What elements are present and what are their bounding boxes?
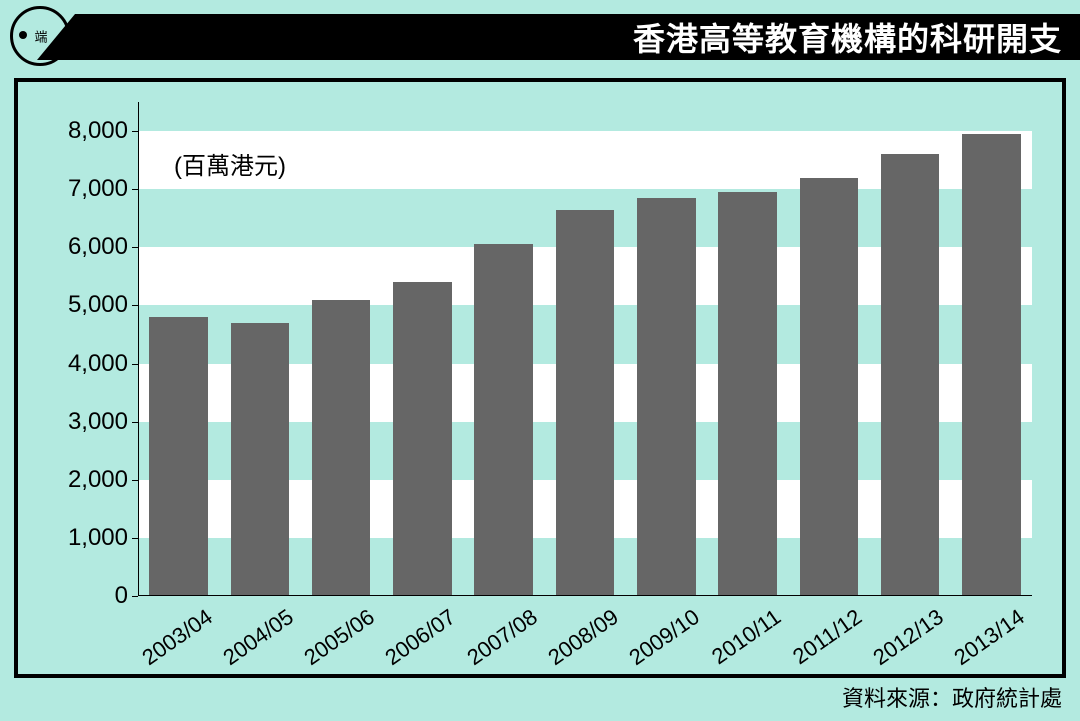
xtick-label: 2004/05 — [218, 604, 298, 671]
bar — [962, 134, 1021, 596]
xtick-label: 2013/14 — [950, 604, 1030, 671]
x-axis — [138, 595, 1032, 596]
bar — [393, 282, 452, 596]
source-citation: 資料來源：政府統計處 — [842, 681, 1062, 713]
ytick-label: 0 — [115, 582, 128, 610]
header-bar: 端 香港高等教育機構的科研開支 — [0, 0, 1080, 68]
ytick-label: 1,000 — [68, 524, 128, 552]
chart-plot-area: 01,0002,0003,0004,0005,0006,0007,0008,00… — [138, 102, 1032, 596]
xtick-label: 2010/11 — [707, 604, 786, 670]
ytick-label: 7,000 — [68, 175, 128, 203]
bar — [718, 192, 777, 596]
ytick-label: 6,000 — [68, 233, 128, 261]
logo-dot — [19, 31, 27, 39]
title-banner: 香港高等教育機構的科研開支 — [75, 14, 1080, 60]
xtick-label: 2011/12 — [788, 604, 867, 670]
ytick-label: 8,000 — [68, 117, 128, 145]
bar — [637, 198, 696, 596]
y-axis — [138, 102, 139, 596]
bar — [231, 323, 290, 596]
ytick-label: 3,000 — [68, 408, 128, 436]
chart-frame: 0 1,000 2,000 3,000 4,000 5,000 6,000 7,000 8,00… — [14, 78, 1066, 678]
xtick-label: 2008/09 — [543, 604, 623, 671]
page-title: 香港高等教育機構的科研開支 — [633, 14, 1062, 60]
bar — [149, 317, 208, 596]
ytick-label: 2,000 — [68, 466, 128, 494]
xtick-label: 2003/04 — [137, 604, 217, 671]
xtick-label: 2006/07 — [381, 604, 461, 671]
ytick-label: 5,000 — [68, 291, 128, 319]
xtick-label: 2005/06 — [299, 604, 379, 671]
bar — [312, 300, 371, 596]
bar — [474, 244, 533, 596]
bar — [881, 154, 940, 596]
bar — [800, 178, 859, 596]
xtick-label: 2012/13 — [868, 604, 948, 671]
xtick-label: 2007/08 — [462, 604, 542, 671]
ytick-mark — [132, 596, 138, 597]
xtick-label: 2009/10 — [625, 604, 705, 671]
ytick-label: 4,000 — [68, 350, 128, 378]
unit-label: (百萬港元) — [174, 146, 286, 181]
bar — [556, 210, 615, 596]
